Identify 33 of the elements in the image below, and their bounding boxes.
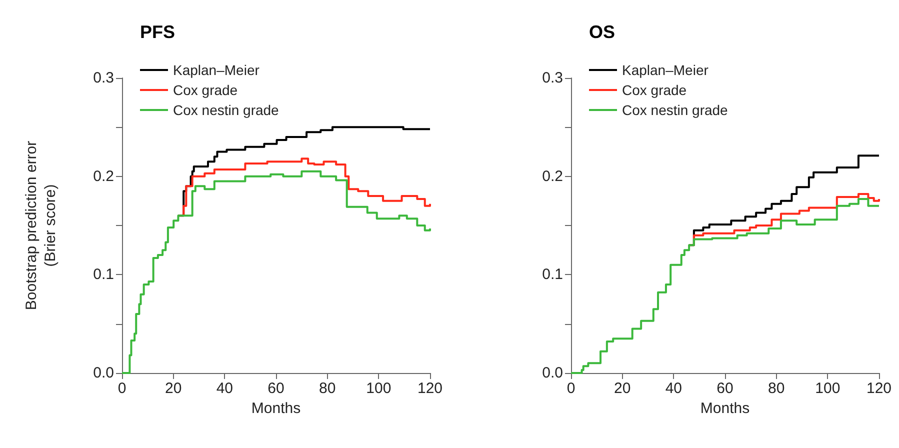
- chart-title: OS: [589, 22, 616, 42]
- x-tick-label: 120: [417, 380, 443, 397]
- x-axis-title: Months: [700, 400, 750, 417]
- legend-label: Cox nestin grade: [173, 102, 280, 118]
- legend-label: Cox grade: [622, 82, 687, 98]
- y-tick-label: 0.3: [93, 70, 114, 86]
- x-tick-label: 20: [614, 380, 631, 397]
- x-tick-label: 0: [566, 380, 576, 397]
- chart-title: PFS: [140, 22, 176, 42]
- x-tick-label: 40: [216, 380, 234, 397]
- x-tick-label: 0: [118, 380, 126, 397]
- x-tick-label: 80: [768, 380, 785, 397]
- y-tick-label: 0.3: [542, 70, 563, 86]
- x-tick-label: 40: [665, 380, 682, 397]
- x-tick-label: 60: [268, 380, 284, 397]
- y-tick-label: 0.0: [93, 364, 114, 382]
- y-axis-title: Bootstrap prediction error (Brier score): [23, 140, 59, 310]
- legend-label: Cox grade: [173, 82, 238, 98]
- y-tick-label: 0.0: [542, 364, 563, 382]
- y-tick-label: 0.2: [542, 168, 563, 185]
- y-tick-label: 0.2: [93, 168, 114, 185]
- x-tick-label: 20: [164, 380, 182, 397]
- x-tick-label: 80: [318, 380, 336, 397]
- x-tick-label: 120: [866, 380, 892, 397]
- x-tick-label: 100: [815, 380, 840, 397]
- y-tick-label: 0.1: [542, 266, 563, 284]
- legend-label: Kaplan–Meier: [622, 62, 709, 78]
- x-axis-title: Months: [251, 400, 301, 417]
- y-tick-label: 0.1: [93, 266, 114, 284]
- legend-label: Kaplan–Meier: [173, 62, 260, 78]
- x-tick-label: 60: [716, 380, 734, 397]
- x-tick-label: 100: [366, 380, 392, 397]
- legend-label: Cox nestin grade: [622, 102, 728, 118]
